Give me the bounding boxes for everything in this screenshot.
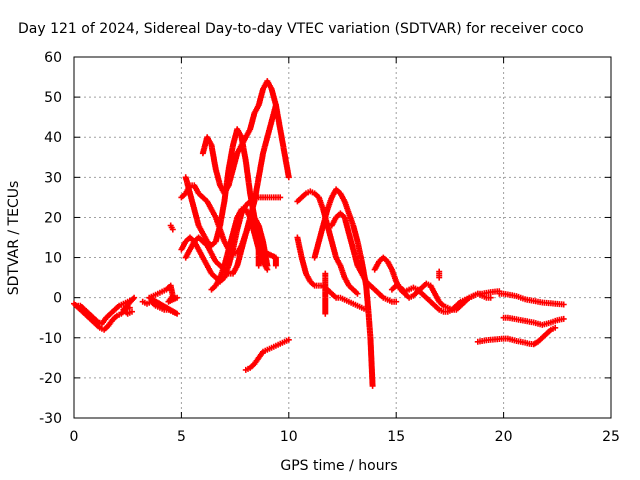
series-low-arc bbox=[242, 336, 292, 373]
marker-trace bbox=[328, 210, 400, 305]
marker-trace bbox=[255, 246, 329, 317]
marker-trace bbox=[294, 234, 370, 313]
y-tick-label: -30 bbox=[39, 411, 62, 427]
y-tick-label: 10 bbox=[44, 251, 62, 267]
marker-trace bbox=[71, 294, 138, 333]
marker-trace bbox=[496, 290, 567, 308]
y-tick-label: 50 bbox=[44, 90, 62, 106]
series-post-gap-b bbox=[311, 186, 376, 389]
y-tick-label: 30 bbox=[44, 170, 62, 186]
series-arc-d bbox=[182, 126, 271, 269]
series-post-gap-d bbox=[328, 210, 400, 305]
series-early-cluster bbox=[71, 294, 138, 333]
y-tick-label: 0 bbox=[53, 291, 62, 307]
series-tail-middle bbox=[500, 314, 567, 328]
plot-frame bbox=[73, 56, 612, 419]
y-tick-label: -20 bbox=[39, 371, 62, 387]
grid-lines bbox=[74, 57, 611, 418]
x-tick-label: 10 bbox=[280, 429, 298, 445]
y-tick-label: 20 bbox=[44, 210, 62, 226]
marker-trace bbox=[311, 186, 376, 389]
y-tick-label: 40 bbox=[44, 130, 62, 146]
y-tick-labels: -30 -20 -10 0 10 20 30 40 50 60 bbox=[39, 50, 62, 427]
x-tick-label: 15 bbox=[387, 429, 405, 445]
series-pre-rise-cluster bbox=[139, 222, 181, 317]
y-tick-label: 60 bbox=[44, 50, 62, 66]
y-tick-label: -10 bbox=[39, 331, 62, 347]
x-tick-label: 20 bbox=[495, 429, 513, 445]
series-tail-upper bbox=[496, 290, 567, 308]
x-axis-label: GPS time / hours bbox=[280, 458, 397, 474]
axis-ticks bbox=[73, 56, 612, 419]
series-spikes bbox=[255, 246, 329, 317]
marker-trace bbox=[388, 268, 494, 315]
x-tick-label: 0 bbox=[70, 429, 79, 445]
marker-trace bbox=[474, 324, 559, 348]
series-mid-band-2 bbox=[388, 268, 494, 315]
x-tick-label: 5 bbox=[177, 429, 186, 445]
series-tail-lower bbox=[474, 324, 559, 348]
marker-trace bbox=[182, 126, 271, 269]
series-post-gap-c bbox=[294, 234, 370, 313]
x-tick-labels: 0 5 10 15 20 25 bbox=[70, 429, 620, 445]
series-arc-e bbox=[199, 78, 292, 197]
chart-title: Day 121 of 2024, Sidereal Day-to-day VTE… bbox=[18, 21, 584, 37]
x-tick-label: 25 bbox=[602, 429, 620, 445]
marker-trace bbox=[139, 222, 181, 317]
marker-trace bbox=[500, 314, 567, 328]
marker-trace bbox=[199, 78, 292, 197]
data-marks bbox=[71, 78, 567, 389]
y-axis-label: SDTVAR / TECUs bbox=[6, 181, 22, 296]
marker-trace bbox=[242, 336, 292, 373]
